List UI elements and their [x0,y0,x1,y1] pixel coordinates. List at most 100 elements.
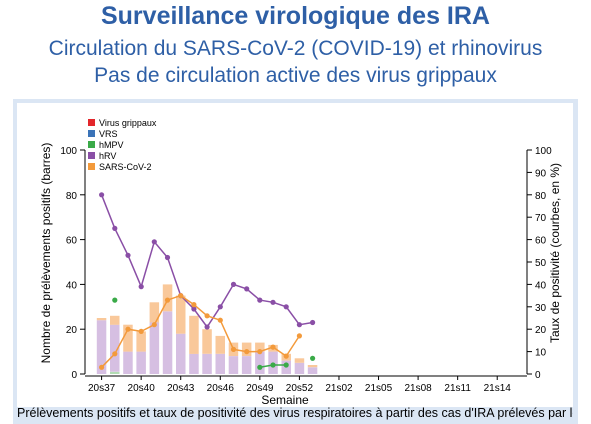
bar-sars-cov-2-20s49 [255,342,265,352]
bar-hrv-20s53 [307,367,318,374]
bar-hrv-20s47 [228,356,239,374]
x-tick-label-20s52: 20s52 [286,383,314,394]
x-tick-label-20s46: 20s46 [207,383,235,394]
point-hrv-20s49 [257,297,263,303]
point-hrv-20s40 [138,284,144,290]
point-sars-cov-2-20s47 [230,346,237,352]
legend-swatch-hmpv [88,141,95,148]
chart-background [17,103,573,407]
point-hrv-20s51 [283,304,289,310]
point-sars-cov-2-20s37 [99,364,105,370]
legend-swatch-hrv [88,152,95,159]
legend-label-sars-cov-2: SARS-CoV-2 [99,162,152,172]
point-hrv-20s38 [112,225,118,231]
bar-sars-cov-2-20s46 [215,335,225,354]
x-tick-label-20s40: 20s40 [128,383,156,394]
y-right-tick-label-100: 100 [535,146,552,157]
point-hrv-20s44 [191,306,197,312]
x-tick-label-20s49: 20s49 [246,383,274,394]
point-sars-cov-2-20s43 [178,293,184,299]
bar-hrv-20s52 [294,362,305,374]
y-right-tick-label-30: 30 [535,303,547,314]
point-hrv-20s39 [125,252,131,258]
point-hmpv-20s49 [257,364,263,370]
line-sars-cov-2 [101,294,301,368]
point-hmpv-20s51 [283,362,289,368]
bar-sars-cov-2-20s52 [294,358,305,363]
y-left-tick-label-0: 0 [71,370,77,381]
bar-hrv-20s43 [176,333,186,374]
bar-hrv-20s42 [162,311,173,374]
legend-swatch-sars-cov-2 [88,163,95,170]
bar-sars-cov-2-20s45 [202,329,212,354]
legend-label-vrs: VRS [99,129,118,139]
y-right-tick-label-10: 10 [535,348,547,359]
bar-hrv-20s44 [189,353,199,374]
x-tick-label-20s37: 20s37 [88,383,116,394]
point-sars-cov-2-20s48 [244,349,250,355]
point-hmpv-20s38 [112,297,118,303]
header: Surveillance virologique des IRA Circula… [0,0,591,100]
surveillance-chart: 0 20 40 60 80 100 0 10 20 30 40 50 60 70 80 90 100 20s37 2… [39,118,562,407]
point-hmpv-20s50 [270,362,276,368]
point-sars-cov-2-20s51 [283,353,289,359]
line-hrv [100,194,313,329]
point-sars-cov-2-20s44 [191,302,197,308]
subtitle-circulation: Circulation du SARS-CoV-2 (COVID-19) et … [48,37,543,60]
x-tick-label-21s11: 21s11 [444,383,471,394]
point-sars-cov-2-20s42 [164,297,171,303]
figure-caption: Prélèvements positifs et taux de positiv… [17,406,573,420]
point-hrv-20s47 [230,281,237,287]
y-left-tick-label-40: 40 [66,280,78,291]
x-tick-label-20s43: 20s43 [167,383,195,394]
bar-hrv-20s37 [96,320,107,374]
bar-hrv-20s38 [110,324,120,372]
bar-sars-cov-2-20s43 [176,295,186,334]
point-sars-cov-2-20s45 [204,313,210,319]
legend-label-virus-grippaux: Virus grippaux [99,118,157,128]
bar-hrv-20s45 [202,353,212,374]
x-tick-label-21s14: 21s14 [484,383,512,394]
point-hrv-20s50 [270,299,276,305]
x-tick-label-21s05: 21s05 [365,383,393,394]
subtitle-grippe: Pas de circulation active des virus grip… [94,64,497,87]
line-layer [99,192,316,370]
bar-sars-cov-2-20s44 [189,315,199,354]
point-hrv-20s53 [310,319,316,326]
bar-sars-cov-2-20s38 [110,315,120,325]
y-right-tick-label-40: 40 [535,280,547,291]
point-sars-cov-2-20s52 [296,333,302,339]
point-hrv-20s37 [99,192,105,198]
y-right-tick-label-80: 80 [535,191,547,202]
x-axis-label: Semaine [261,393,309,407]
bar-sars-cov-2-20s41 [149,302,160,323]
y-right-tick-label-90: 90 [535,168,547,179]
point-sars-cov-2-20s46 [217,317,223,323]
legend-swatch-vrs [88,130,95,137]
bar-hrv-20s48 [241,356,252,374]
point-hrv-20s42 [164,254,171,261]
legend-label-hrv: hRV [99,151,116,161]
point-sars-cov-2-20s38 [112,351,118,357]
point-sars-cov-2-20s40 [138,328,144,334]
y-left-tick-label-60: 60 [66,236,78,247]
point-hrv-20s52 [296,322,302,328]
bar-hrv-20s46 [215,353,225,374]
bar-hmpv-20s38 [110,371,120,374]
point-hrv-20s45 [204,324,210,330]
x-tick-label-21s08: 21s08 [404,383,432,394]
bar-sars-cov-2-20s37 [96,318,107,321]
point-hrv-20s46 [217,304,223,310]
x-tick-label-21s02: 21s02 [325,383,353,394]
legend-swatch-virus-grippaux [88,119,95,126]
page-title: Surveillance virologique des IRA [100,2,490,30]
y-axis-right-label: Taux de positivité (courbes, en %) [548,163,562,343]
bar-hrv-20s49 [255,351,265,374]
bar-hrv-20s40 [136,351,146,374]
y-right-tick-label-0: 0 [535,370,541,381]
bar-hrv-20s39 [123,351,133,374]
point-sars-cov-2-20s41 [151,322,157,328]
point-sars-cov-2-20s50 [270,344,276,350]
bar-sars-cov-2-20s39 [123,324,133,352]
